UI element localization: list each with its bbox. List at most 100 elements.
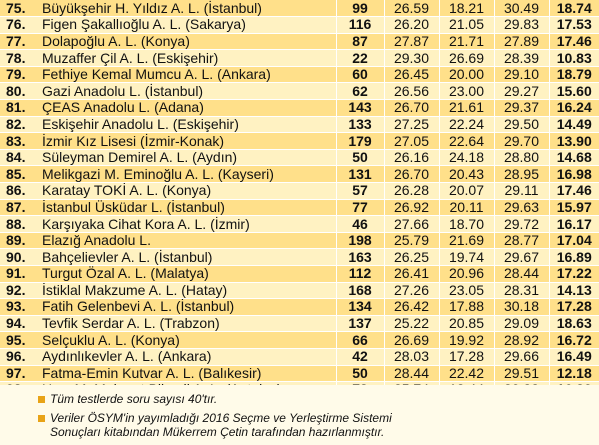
table-row: 80. Gazi Anadolu L. (İstanbul) 62 26.56 23.0… xyxy=(0,82,599,101)
table-row: 75. Büyükşehir H. Yıldız A. L. (İstanbul)… xyxy=(0,0,599,18)
score-3-cell: 30.49 xyxy=(493,0,549,18)
score-3-cell: 28.39 xyxy=(493,49,549,67)
score-2-cell: 23.05 xyxy=(438,282,494,300)
student-count-cell: 143 xyxy=(335,99,384,117)
rank-cell: 79. xyxy=(0,66,40,84)
score-3-cell: 27.89 xyxy=(493,33,549,51)
score-4-cell: 17.46 xyxy=(548,33,599,51)
student-count-cell: 60 xyxy=(335,66,384,84)
table-row: 77. Dolapoğlu A. L. (Konya) 87 27.87 21.71 27… xyxy=(0,33,599,51)
score-3-cell: 28.31 xyxy=(493,282,549,300)
table-row: 82. Eskişehir Anadolu L. (Eskişehir) 133 27… xyxy=(0,116,599,134)
table-row: 78. Muzaffer Çil A. L. (Eskişehir) 22 29.30… xyxy=(0,49,599,67)
score-4-cell: 14.68 xyxy=(548,149,599,167)
score-4-cell: 17.04 xyxy=(548,232,599,250)
score-3-cell: 28.95 xyxy=(493,165,549,184)
rank-cell: 81. xyxy=(0,99,40,117)
table-row: 86. Karatay TOKİ A. L. (Konya) 57 26.28 20.0… xyxy=(0,182,599,200)
score-1-cell: 25.22 xyxy=(383,315,439,333)
rank-cell: 88. xyxy=(0,215,40,233)
school-name-cell: Turgut Özal A. L. (Malatya) xyxy=(40,265,336,283)
score-3-cell: 29.66 xyxy=(493,348,549,366)
score-4-cell: 16.98 xyxy=(548,165,599,184)
score-4-cell: 16.24 xyxy=(548,99,599,117)
score-1-cell: 26.25 xyxy=(383,248,439,266)
school-name-cell: Karşıyaka Cihat Kora A. L. (İzmir) xyxy=(40,215,336,233)
score-3-cell: 28.77 xyxy=(493,232,549,250)
score-3-cell: 30.18 xyxy=(493,298,549,316)
score-3-cell: 28.92 xyxy=(493,331,549,349)
rank-cell: 80. xyxy=(0,82,40,101)
score-4-cell: 16.72 xyxy=(548,331,599,349)
score-3-cell: 29.83 xyxy=(493,16,549,34)
table-row: 83. İzmir Kız Lisesi (İzmir-Konak) 179 27.0… xyxy=(0,132,599,150)
score-1-cell: 26.45 xyxy=(383,66,439,84)
score-3-cell: 29.27 xyxy=(493,82,549,101)
score-2-cell: 20.96 xyxy=(438,265,494,283)
score-4-cell: 15.60 xyxy=(548,82,599,101)
rank-cell: 93. xyxy=(0,298,40,316)
table-row: 81. ÇEAS Anadolu L. (Adana) 143 26.70 21.61 2… xyxy=(0,99,599,117)
school-name-cell: Süleyman Demirel A. L. (Aydın) xyxy=(40,149,336,167)
score-2-cell: 21.71 xyxy=(438,33,494,51)
table-row: 84. Süleyman Demirel A. L. (Aydın) 50 26.16… xyxy=(0,149,599,167)
school-name-cell: Gazi Anadolu L. (İstanbul) xyxy=(40,82,336,101)
student-count-cell: 137 xyxy=(335,315,384,333)
rank-cell: 86. xyxy=(0,182,40,200)
school-name-cell: Melikgazi M. Eminoğlu A. L. (Kayseri) xyxy=(40,165,336,184)
score-2-cell: 23.00 xyxy=(438,82,494,101)
table-row: 79. Fethiye Kemal Mumcu A. L. (Ankara) 60 2… xyxy=(0,66,599,84)
student-count-cell: 131 xyxy=(335,165,384,184)
student-count-cell: 42 xyxy=(335,348,384,366)
student-count-cell: 57 xyxy=(335,182,384,200)
score-4-cell: 16.89 xyxy=(548,248,599,266)
score-2-cell: 21.61 xyxy=(438,99,494,117)
student-count-cell: 77 xyxy=(335,199,384,217)
score-1-cell: 27.26 xyxy=(383,282,439,300)
table-row: 94. Tevfik Serdar A. L. (Trabzon) 137 25.22… xyxy=(0,315,599,333)
score-2-cell: 19.92 xyxy=(438,331,494,349)
student-count-cell: 116 xyxy=(335,16,384,34)
score-1-cell: 26.56 xyxy=(383,82,439,101)
score-4-cell: 18.63 xyxy=(548,315,599,333)
school-name-cell: Aydınlıkevler A. L. (Ankara) xyxy=(40,348,336,366)
score-2-cell: 19.74 xyxy=(438,248,494,266)
school-name-cell: İzmir Kız Lisesi (İzmir-Konak) xyxy=(40,132,336,150)
school-name-cell: Eskişehir Anadolu L. (Eskişehir) xyxy=(40,116,336,134)
score-4-cell: 17.22 xyxy=(548,265,599,283)
school-name-cell: Elazığ Anadolu L. xyxy=(40,232,336,250)
student-count-cell: 22 xyxy=(335,49,384,67)
school-name-cell: Muzaffer Çil A. L. (Eskişehir) xyxy=(40,49,336,67)
score-1-cell: 27.87 xyxy=(383,33,439,51)
score-2-cell: 20.85 xyxy=(438,315,494,333)
student-count-cell: 168 xyxy=(335,282,384,300)
score-3-cell: 28.80 xyxy=(493,149,549,167)
score-1-cell: 28.03 xyxy=(383,348,439,366)
score-1-cell: 26.42 xyxy=(383,298,439,316)
table-row: 85. Melikgazi M. Eminoğlu A. L. (Kayseri)… xyxy=(0,165,599,184)
score-2-cell: 18.70 xyxy=(438,215,494,233)
score-2-cell: 18.21 xyxy=(438,0,494,18)
student-count-cell: 66 xyxy=(335,331,384,349)
score-4-cell: 15.97 xyxy=(548,199,599,217)
table-row: 96. Aydınlıkevler A. L. (Ankara) 42 28.03 17… xyxy=(0,348,599,366)
score-1-cell: 26.70 xyxy=(383,165,439,184)
student-count-cell: 46 xyxy=(335,215,384,233)
rank-cell: 85. xyxy=(0,165,40,184)
score-2-cell: 21.69 xyxy=(438,232,494,250)
school-name-cell: Fethiye Kemal Mumcu A. L. (Ankara) xyxy=(40,66,336,84)
score-4-cell: 16.17 xyxy=(548,215,599,233)
score-1-cell: 28.44 xyxy=(383,365,439,383)
score-4-cell: 17.53 xyxy=(548,16,599,34)
square-bullet-icon xyxy=(38,415,45,422)
rank-cell: 87. xyxy=(0,199,40,217)
score-1-cell: 26.28 xyxy=(383,182,439,200)
score-2-cell: 17.28 xyxy=(438,348,494,366)
rank-cell: 89. xyxy=(0,232,40,250)
score-4-cell: 17.28 xyxy=(548,298,599,316)
score-1-cell: 27.25 xyxy=(383,116,439,134)
score-4-cell: 14.49 xyxy=(548,116,599,134)
square-bullet-icon xyxy=(38,396,45,403)
score-3-cell: 29.63 xyxy=(493,199,549,217)
score-4-cell: 12.18 xyxy=(548,365,599,383)
